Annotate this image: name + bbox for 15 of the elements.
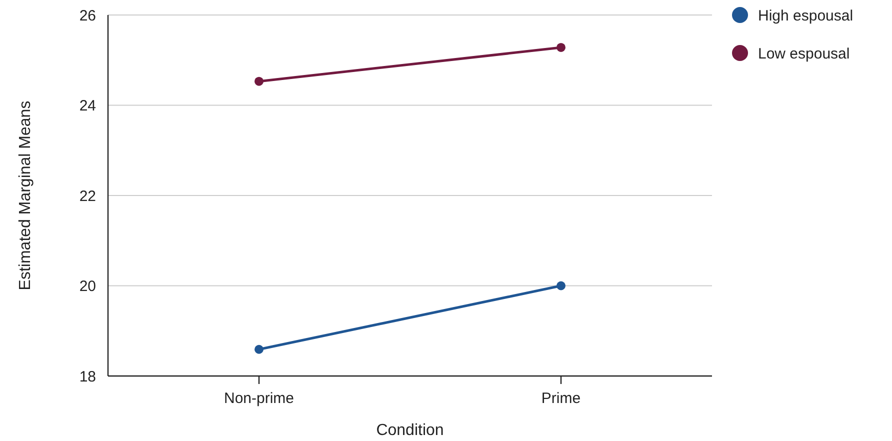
y-axis-title: Estimated Marginal Means <box>17 100 34 290</box>
y-tick-label: 20 <box>79 278 96 295</box>
y-tick-label: 22 <box>79 188 96 205</box>
point <box>556 42 566 52</box>
x-tick-label: Non-prime <box>224 390 294 407</box>
legend-label: Low espousal <box>758 45 850 62</box>
y-tick-label: 26 <box>79 7 96 24</box>
x-axis-title: Condition <box>376 422 444 439</box>
x-tick-label: Prime <box>541 390 581 407</box>
y-tick-label: 18 <box>79 368 96 386</box>
point <box>254 76 264 86</box>
legend-label: High espousal <box>758 7 854 24</box>
y-tick-label: 24 <box>79 98 96 114</box>
point <box>254 344 264 354</box>
point <box>556 281 566 290</box>
